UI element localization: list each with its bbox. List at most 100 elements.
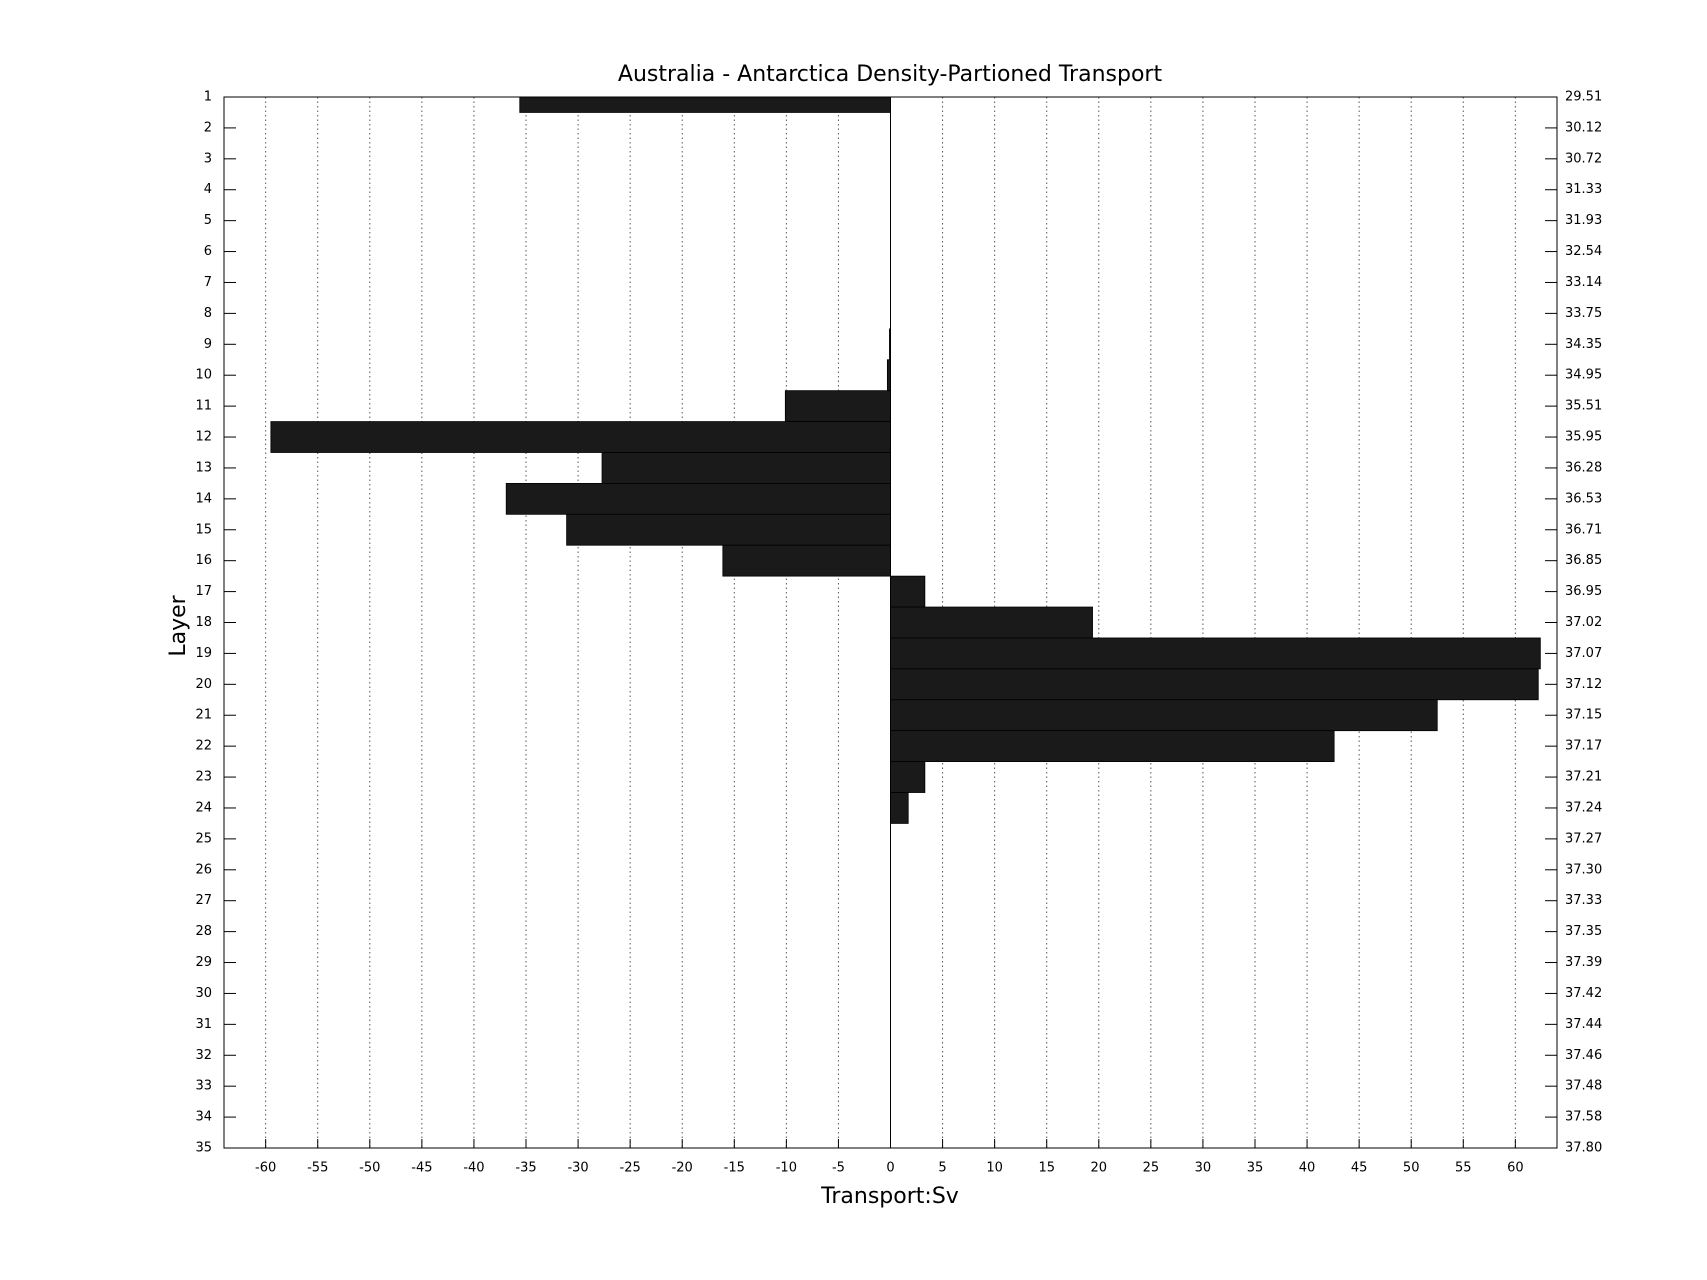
y2-tick-label: 37.17 [1565, 739, 1602, 754]
bar [270, 421, 891, 453]
x-tick-label: -25 [620, 1161, 641, 1176]
x-tick-label: -20 [672, 1161, 693, 1176]
y-tick-label: 16 [195, 553, 212, 568]
y2-tick-label: 37.15 [1565, 708, 1602, 723]
y-tick-label: 28 [195, 924, 212, 939]
x-tick-label: 15 [1038, 1161, 1055, 1176]
y-tick-label: 9 [204, 337, 212, 352]
bar [722, 544, 891, 577]
y2-tick-label: 31.93 [1565, 213, 1602, 228]
x-tick-label: 0 [886, 1161, 894, 1176]
y-tick-label: 33 [195, 1079, 212, 1094]
y2-tick-label: 36.28 [1565, 460, 1602, 475]
y-tick-label: 8 [204, 306, 212, 321]
x-tick-label: 35 [1247, 1161, 1264, 1176]
y2-tick-label: 36.71 [1565, 522, 1602, 537]
y-tick-label: 25 [195, 831, 212, 846]
x-tick-label: 5 [938, 1161, 946, 1176]
y-tick-label: 1 [204, 90, 212, 105]
y-tick-label: 31 [195, 1017, 212, 1032]
x-tick-label: -55 [307, 1161, 328, 1176]
x-tick-label: 10 [986, 1161, 1003, 1176]
y2-tick-label: 30.12 [1565, 120, 1602, 135]
x-tick-label: -45 [411, 1161, 432, 1176]
x-axis-label: Transport:Sv [820, 1184, 959, 1209]
y-tick-label: 30 [195, 986, 212, 1001]
y-tick-label: 27 [195, 893, 212, 908]
y-tick-label: 10 [195, 368, 212, 383]
y-tick-label: 22 [195, 739, 212, 754]
y-tick-label: 13 [195, 460, 212, 475]
y-tick-label: 26 [195, 862, 212, 877]
bar [890, 637, 1541, 670]
y2-tick-label: 33.14 [1565, 275, 1602, 290]
y2-tick-label: 37.27 [1565, 831, 1602, 846]
x-tick-label: -15 [724, 1161, 745, 1176]
y2-tick-label: 37.46 [1565, 1048, 1602, 1063]
y2-tick-label: 34.35 [1565, 337, 1602, 352]
bar [890, 761, 926, 793]
bar [890, 792, 909, 824]
y-tick-label: 17 [195, 584, 212, 599]
y2-tick-label: 37.42 [1565, 986, 1602, 1001]
x-tick-label: -40 [463, 1161, 484, 1176]
y2-tick-label: 37.35 [1565, 924, 1602, 939]
bar [890, 699, 1438, 732]
y-tick-label: 32 [195, 1048, 212, 1063]
y2-tick-label: 35.95 [1565, 430, 1602, 445]
x-tick-label: -30 [567, 1161, 588, 1176]
y2-tick-label: 36.85 [1565, 553, 1602, 568]
y2-tick-label: 31.33 [1565, 182, 1602, 197]
bar [890, 668, 1539, 701]
y-tick-label: 5 [204, 213, 212, 228]
y-tick-label: 12 [195, 430, 212, 445]
y2-tick-label: 34.95 [1565, 368, 1602, 383]
x-tick-label: -35 [515, 1161, 536, 1176]
x-tick-label: 55 [1455, 1161, 1472, 1176]
y2-tick-label: 29.51 [1565, 90, 1602, 105]
x-tick-label: 40 [1299, 1161, 1316, 1176]
y-tick-label: 21 [195, 708, 212, 723]
y-tick-label: 34 [195, 1110, 212, 1125]
y-tick-label: 23 [195, 770, 212, 785]
chart-title: Australia - Antarctica Density-Partioned… [618, 62, 1163, 87]
y2-tick-label: 37.39 [1565, 955, 1602, 970]
y-tick-label: 14 [195, 491, 212, 506]
y2-tick-label: 37.80 [1565, 1141, 1602, 1156]
bar [784, 390, 891, 422]
bar [890, 575, 926, 608]
y-tick-label: 7 [204, 275, 212, 290]
plot-frame [223, 96, 1558, 1149]
x-tick-label: 60 [1507, 1161, 1524, 1176]
y-tick-label: 19 [195, 646, 212, 661]
bar [890, 606, 1093, 639]
x-tick-label: 50 [1403, 1161, 1420, 1176]
x-tick-label: 30 [1195, 1161, 1212, 1176]
y-tick-label: 29 [195, 955, 212, 970]
y2-tick-label: 37.07 [1565, 646, 1602, 661]
y-tick-label: 24 [195, 800, 212, 815]
y-tick-label: 35 [195, 1141, 212, 1156]
y2-tick-label: 37.30 [1565, 862, 1602, 877]
y2-tick-label: 37.33 [1565, 893, 1602, 908]
y2-tick-label: 35.51 [1565, 399, 1602, 414]
y2-tick-label: 30.72 [1565, 151, 1602, 166]
y2-tick-label: 37.48 [1565, 1079, 1602, 1094]
x-tick-label: 20 [1091, 1161, 1108, 1176]
bar [566, 513, 891, 546]
y-tick-label: 2 [204, 120, 212, 135]
y2-tick-label: 37.21 [1565, 770, 1602, 785]
y2-tick-label: 37.44 [1565, 1017, 1602, 1032]
y2-tick-label: 37.58 [1565, 1110, 1602, 1125]
y-tick-label: 20 [195, 677, 212, 692]
x-tick-label: -5 [832, 1161, 845, 1176]
x-tick-label: -10 [776, 1161, 797, 1176]
x-tick-label: -60 [255, 1161, 276, 1176]
y2-tick-label: 36.95 [1565, 584, 1602, 599]
y2-tick-label: 37.12 [1565, 677, 1602, 692]
y2-tick-label: 33.75 [1565, 306, 1602, 321]
y-tick-label: 4 [204, 182, 212, 197]
axes: -60 -55 -50 -45 -40 -35 -30 -25 -20 -15 -10 -5 0 5 10 1… [195, 90, 1602, 1176]
x-tick-label: 45 [1351, 1161, 1368, 1176]
